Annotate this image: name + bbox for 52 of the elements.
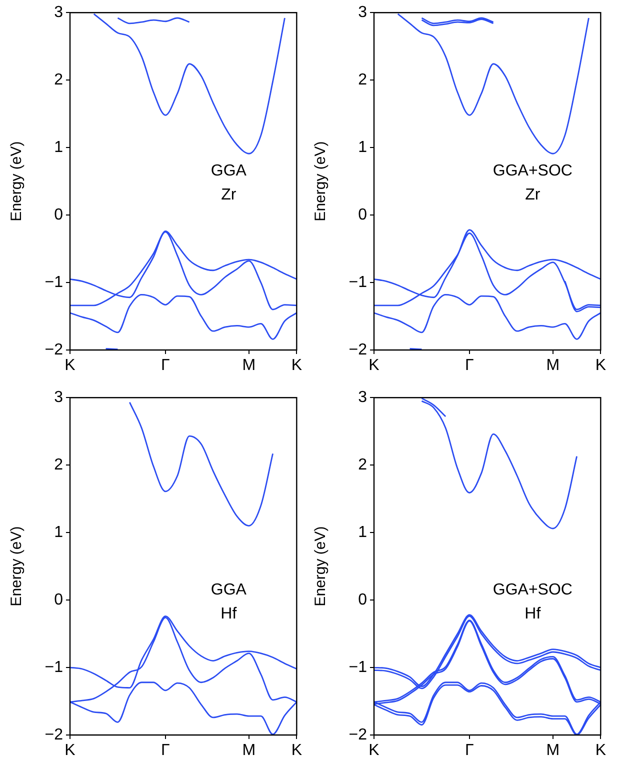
x-tick-label: K — [595, 742, 606, 760]
y-tick-label: 1 — [54, 138, 64, 156]
y-axis-title: Energy (eV) — [8, 526, 26, 606]
x-tick-label: Γ — [161, 742, 170, 760]
y-tick-label: −2 — [348, 341, 368, 358]
y-tick-label: −2 — [348, 726, 368, 744]
y-tick-label: 2 — [54, 456, 64, 474]
y-tick-label: 0 — [54, 591, 64, 608]
y-tick-label: 3 — [54, 389, 64, 406]
y-tick-label: 1 — [358, 524, 368, 541]
y-tick-label: −1 — [44, 274, 64, 291]
y-tick-label: 1 — [54, 524, 64, 541]
x-tick-label: M — [242, 742, 256, 760]
y-tick-label: 0 — [358, 206, 368, 224]
x-tick-label: K — [291, 742, 302, 760]
x-tick-label: M — [546, 357, 560, 374]
y-tick-label: 2 — [358, 71, 368, 88]
x-tick-label: Γ — [465, 742, 474, 760]
y-axis-title: Energy (eV) — [312, 526, 330, 606]
y-tick-label: −1 — [348, 274, 368, 291]
y-tick-label: −1 — [44, 658, 64, 676]
y-tick-label: 0 — [54, 206, 64, 224]
annotation: Zr — [525, 186, 541, 204]
x-tick-label: K — [595, 357, 606, 374]
y-axis-title: Energy (eV) — [8, 141, 26, 222]
y-tick-label: 3 — [358, 389, 368, 406]
y-tick-label: −2 — [44, 341, 64, 358]
x-tick-label: K — [368, 357, 380, 374]
annotation: GGA+SOC — [492, 162, 572, 180]
annotation: GGA+SOC — [492, 581, 572, 598]
y-tick-label: 3 — [54, 4, 64, 22]
x-tick-label: Γ — [465, 357, 474, 374]
y-axis-title: Energy (eV) — [312, 141, 330, 222]
y-tick-label: 0 — [358, 591, 368, 608]
annotation: Hf — [524, 605, 542, 622]
x-tick-label: M — [546, 742, 560, 760]
annotation: GGA — [210, 581, 247, 598]
x-tick-label: K — [64, 742, 76, 760]
x-tick-label: K — [368, 742, 380, 760]
y-tick-label: 2 — [358, 456, 368, 474]
x-tick-label: K — [64, 357, 76, 374]
y-tick-label: 2 — [54, 71, 64, 88]
y-tick-label: −2 — [44, 726, 64, 744]
x-tick-label: K — [291, 357, 302, 374]
annotation: GGA — [210, 162, 247, 180]
y-tick-label: 3 — [358, 4, 368, 22]
x-tick-label: Γ — [161, 357, 170, 374]
x-tick-label: M — [242, 357, 256, 374]
annotation: Zr — [221, 186, 237, 204]
y-tick-label: 1 — [358, 138, 368, 156]
y-tick-label: −1 — [348, 658, 368, 676]
annotation: Hf — [220, 605, 238, 622]
